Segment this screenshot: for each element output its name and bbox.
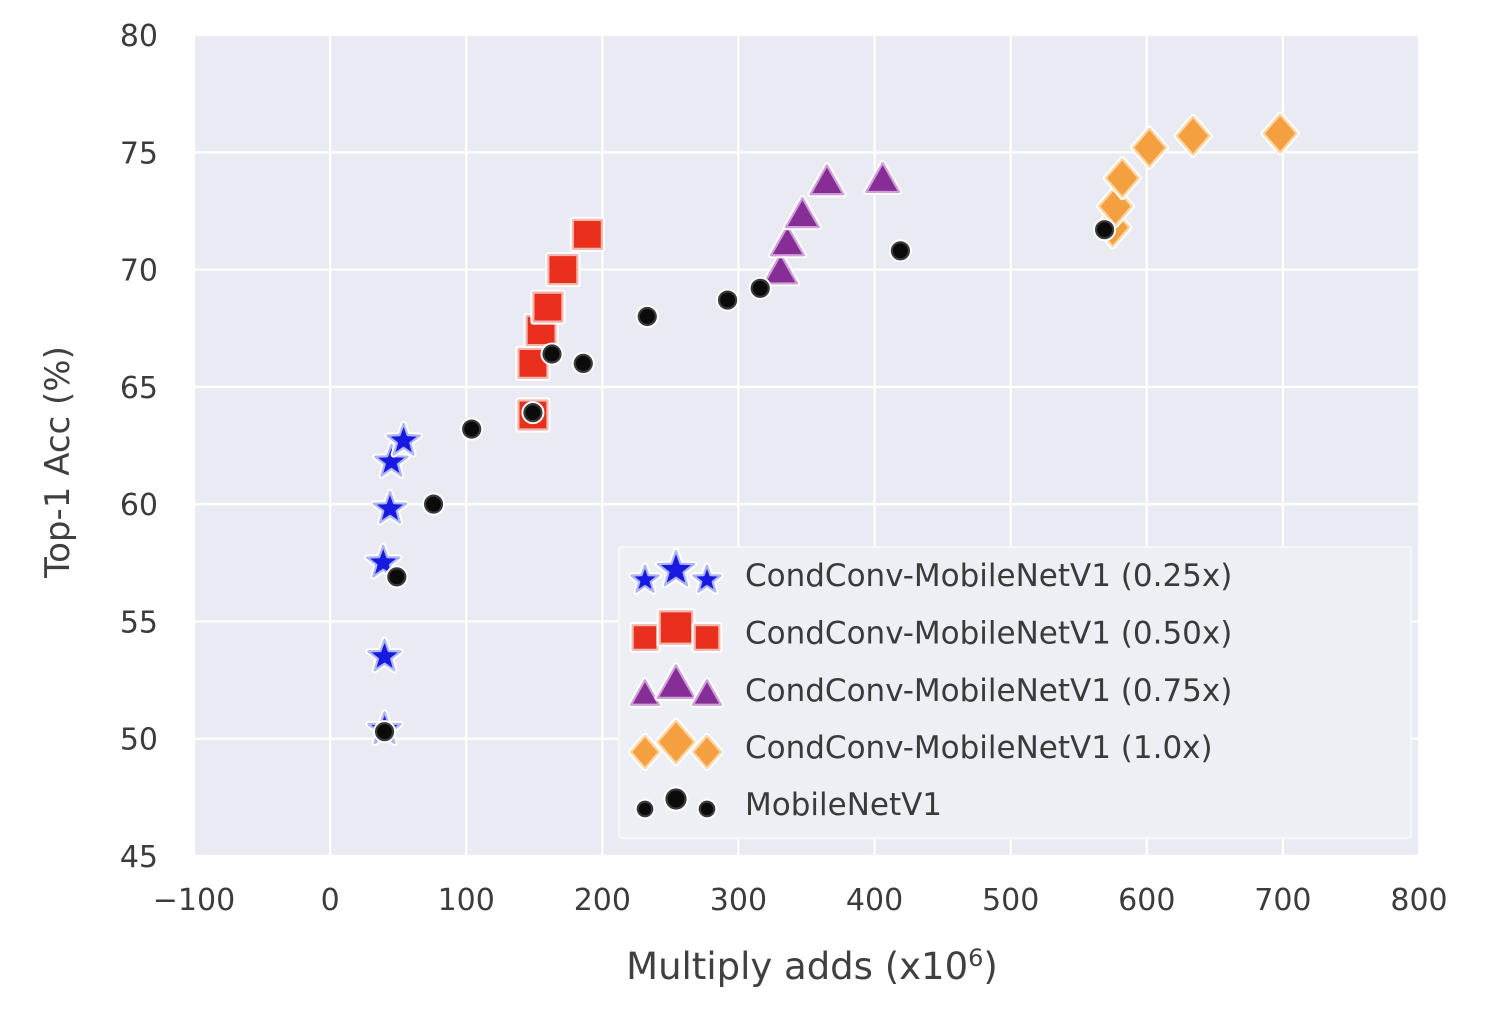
legend-label: CondConv-MobileNetV1 (0.75x): [745, 673, 1232, 709]
x-tick-label: 600: [1118, 883, 1175, 918]
data-point: [1175, 115, 1211, 156]
y-tick-label: 80: [120, 19, 158, 54]
data-point: [1131, 127, 1168, 168]
legend-marker: [629, 734, 661, 770]
legend-label: CondConv-MobileNetV1 (0.25x): [745, 558, 1232, 594]
x-tick-label: 400: [846, 883, 903, 918]
legend-entry: CondConv-MobileNetV1 (0.75x): [627, 662, 1232, 709]
data-point: [462, 419, 482, 439]
y-tick-label: 55: [120, 605, 158, 640]
legend-marker: [656, 664, 696, 699]
x-tick-label: 700: [1254, 883, 1311, 918]
legend-marker: [691, 679, 723, 706]
x-tick-label: 0: [321, 883, 340, 918]
data-point: [365, 544, 401, 578]
data-point: [571, 218, 603, 250]
y-tick-label: 50: [120, 723, 158, 758]
legend-entry: CondConv-MobileNetV1 (0.50x): [629, 608, 1232, 653]
legend-marker: [629, 679, 661, 706]
x-axis-label-text: Multiply adds (x10: [626, 945, 969, 989]
legend-marker: [656, 719, 696, 765]
legend-label: MobileNetV1: [745, 787, 942, 823]
legend-entry: CondConv-MobileNetV1 (0.25x): [628, 548, 1232, 595]
data-point: [784, 197, 821, 229]
x-tick-label: 100: [438, 883, 495, 918]
y-axis-label: Top-1 Acc (%): [38, 346, 78, 578]
data-point: [763, 253, 799, 285]
x-tick-label: 300: [710, 883, 767, 918]
x-axis-label: Multiply adds (x106): [626, 944, 998, 988]
data-point: [750, 278, 770, 298]
legend-marker: [692, 564, 722, 593]
y-tick-label: 70: [120, 254, 158, 289]
data-point: [573, 353, 593, 373]
y-tick-label: 45: [120, 840, 158, 875]
legend-marker: [631, 624, 659, 651]
data-point: [1104, 157, 1140, 199]
legend-entry: CondConv-MobileNetV1 (1.0x): [627, 717, 1213, 772]
data-point: [637, 306, 657, 326]
data-point: [387, 567, 407, 587]
data-point: [542, 344, 562, 364]
data-point: [367, 638, 402, 672]
data-point: [374, 722, 395, 742]
legend-box: [617, 545, 1413, 840]
legend-marker: [658, 610, 694, 645]
legend-marker: [665, 788, 687, 810]
series-triangle: [761, 159, 903, 287]
data-point: [717, 290, 738, 310]
x-axis-label-exponent: 6: [968, 943, 984, 972]
legend-label: CondConv-MobileNetV1 (1.0x): [745, 730, 1213, 766]
data-point: [517, 347, 549, 379]
x-tick-label: 800: [1390, 883, 1447, 918]
series-diamond: [1093, 111, 1300, 250]
data-point: [865, 161, 901, 194]
data-point: [547, 253, 579, 286]
x-tick-label: 200: [574, 883, 631, 918]
data-point: [423, 494, 444, 514]
y-tick-label: 60: [120, 488, 158, 523]
data-point: [809, 164, 845, 196]
y-tick-label: 65: [120, 371, 158, 406]
data-point: [374, 443, 409, 477]
x-tick-label: 500: [982, 883, 1039, 918]
data-point: [523, 403, 543, 423]
data-point: [890, 241, 911, 261]
data-point: [532, 291, 564, 323]
grid: [192, 33, 1421, 858]
legend-marker: [636, 800, 654, 818]
data-point: [769, 225, 806, 257]
data-point: [1094, 220, 1115, 240]
data-point: [372, 490, 408, 524]
legend-marker: [656, 549, 696, 587]
data-point: [386, 422, 421, 456]
legend-label: CondConv-MobileNetV1 (0.50x): [745, 616, 1232, 652]
x-tick-label: −100: [153, 883, 235, 918]
x-axis-label-close: ): [983, 945, 998, 989]
legend-marker: [693, 624, 721, 651]
legend-marker: [691, 734, 723, 770]
data-point: [1262, 113, 1298, 154]
legend-marker: [698, 800, 716, 818]
legend: CondConv-MobileNetV1 (0.25x) CondConv-Mob…: [617, 545, 1413, 840]
legend-marker: [630, 564, 660, 593]
series-circle: [373, 218, 1117, 744]
y-tick-label: 75: [120, 136, 158, 171]
legend-entry: MobileNetV1: [634, 786, 942, 823]
